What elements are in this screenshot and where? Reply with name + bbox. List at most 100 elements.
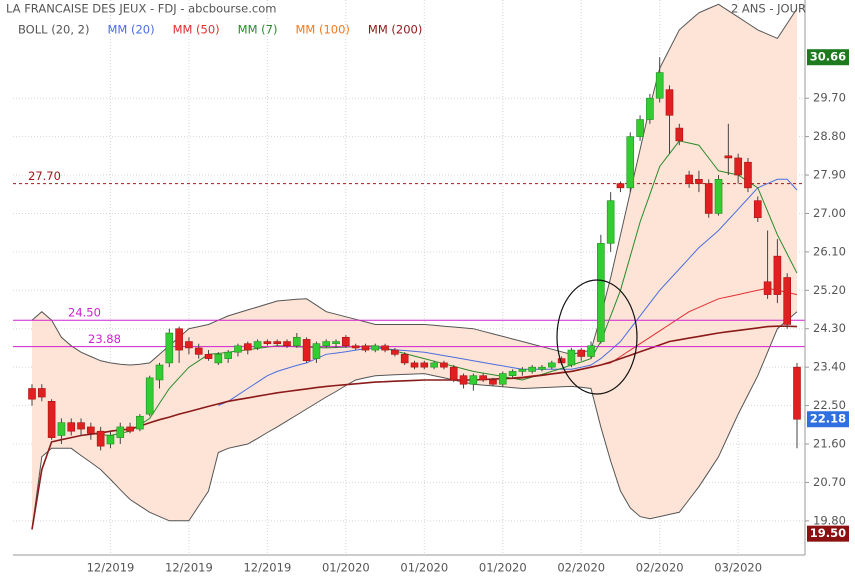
candle-body <box>293 336 301 347</box>
price-marker-label: 19.50 <box>810 526 846 540</box>
chart-title: LA FRANCAISE DES JEUX - FDJ - abcbourse.… <box>6 2 276 16</box>
candle-body <box>636 119 644 137</box>
axis: 19.80 20.70 21.60 22.50 23.40 24.30 25.20 26.10… <box>87 49 849 575</box>
price-marker <box>807 525 849 542</box>
candle-body <box>479 375 487 381</box>
candle-body <box>724 155 733 159</box>
legend-entry: MM (50) <box>173 23 220 37</box>
candle-body <box>391 349 399 355</box>
price-marker-label: 30.66 <box>810 50 846 64</box>
candle-body <box>175 328 183 351</box>
candle-body <box>498 373 507 385</box>
bollinger-lower <box>31 311 798 530</box>
candle-body <box>283 341 291 347</box>
candle-body <box>714 179 723 214</box>
x-tick-label: 01/2020 <box>322 561 370 575</box>
candle-body <box>420 362 429 368</box>
x-tick-label: 12/2019 <box>165 561 213 575</box>
candle-body <box>361 345 370 351</box>
candle-body <box>655 72 664 99</box>
y-tick-label: 24.30 <box>813 321 846 335</box>
candle-body <box>449 366 458 381</box>
level-label: 23.88 <box>88 332 121 346</box>
x-tick-label: 01/2020 <box>400 561 448 575</box>
candle-body <box>371 345 380 351</box>
candle-body <box>224 351 232 359</box>
candle-body <box>753 200 762 219</box>
candle-body <box>763 281 772 295</box>
candle-body <box>322 341 331 347</box>
candle-body <box>214 354 223 364</box>
candle-body <box>675 127 684 142</box>
annotation-circle <box>556 279 638 395</box>
candle-body <box>459 375 468 385</box>
candle-body <box>528 366 536 372</box>
candle-body <box>793 366 801 420</box>
candle-body <box>204 354 213 359</box>
y-tick-label: 19.80 <box>813 513 846 527</box>
candle-body <box>116 426 125 438</box>
x-tick-label: 02/2020 <box>636 561 684 575</box>
y-tick-label: 20.70 <box>813 475 846 489</box>
candle-body <box>77 422 85 430</box>
bollinger-fill <box>32 4 797 530</box>
candle-body <box>616 183 625 189</box>
moving-average-line <box>31 325 798 530</box>
candle-body <box>469 375 478 385</box>
candle-body <box>243 343 252 351</box>
legend-entry: MM (200) <box>368 23 422 37</box>
x-tick-label: 02/2020 <box>557 561 605 575</box>
plot-area <box>13 3 805 530</box>
legend: BOLL (20, 2) MM (20) MM (50) MM (7) MM (100)… <box>18 23 422 37</box>
candle-body <box>332 341 340 344</box>
candle-body <box>695 179 703 184</box>
candle-body <box>410 362 419 368</box>
y-tick-label: 27.00 <box>813 206 846 220</box>
legend-entry: MM (100) <box>295 23 349 37</box>
candle-body <box>518 368 527 372</box>
price-marker <box>807 411 849 428</box>
x-tick-label: 12/2019 <box>243 561 291 575</box>
candle-body <box>665 89 674 116</box>
candle-body <box>185 341 193 349</box>
candle-body <box>548 362 556 368</box>
x-tick-label: 01/2020 <box>479 561 527 575</box>
price-marker <box>807 49 849 66</box>
y-tick-label: 28.80 <box>813 129 846 143</box>
candle-body <box>302 339 311 362</box>
candle-body <box>381 345 389 351</box>
candle-body <box>351 345 360 349</box>
y-tick-label: 21.60 <box>813 437 846 451</box>
y-tick-label: 26.10 <box>813 244 846 258</box>
candle-body <box>28 388 36 400</box>
level-label: 27.70 <box>28 169 61 183</box>
legend-entry: BOLL (20, 2) <box>18 23 89 37</box>
candle-body <box>440 362 448 368</box>
candle-body <box>342 336 350 347</box>
candle-body <box>47 401 56 438</box>
candle-body <box>744 161 752 189</box>
candle-body <box>685 174 693 184</box>
candle-body <box>646 97 654 120</box>
candle-body <box>400 354 409 364</box>
candle-body <box>587 345 595 357</box>
candle-body <box>430 362 438 368</box>
candle-body <box>96 430 105 447</box>
candle-body <box>704 183 713 214</box>
candle-body <box>253 341 262 349</box>
legend-entry: MM (20) <box>107 23 154 37</box>
candle-body <box>538 366 546 370</box>
candle-body <box>567 349 576 366</box>
candle-body <box>38 388 46 398</box>
candle-body <box>57 422 66 436</box>
candle-body <box>508 371 517 376</box>
x-tick-label: 03/2020 <box>714 561 762 575</box>
moving-average-line <box>218 178 798 407</box>
candle-body <box>273 341 281 344</box>
candle-body <box>489 379 497 385</box>
price-marker-label: 22.18 <box>810 412 846 426</box>
candle-body <box>626 136 635 189</box>
candle-body <box>67 422 76 432</box>
candle-body <box>606 200 615 244</box>
